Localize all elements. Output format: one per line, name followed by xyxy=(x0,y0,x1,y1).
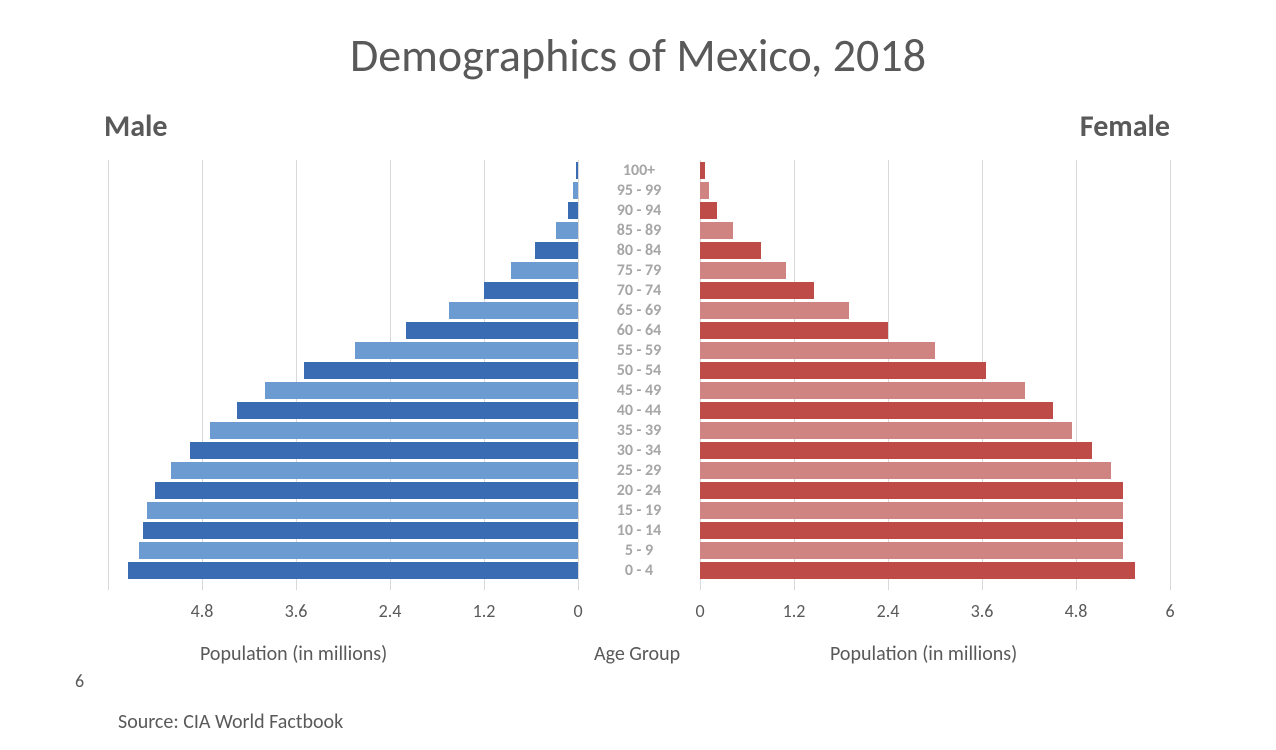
male-bar xyxy=(190,442,578,459)
age-group-label: 85 - 89 xyxy=(578,223,700,239)
male-label: Male xyxy=(104,108,168,145)
female-bar xyxy=(700,542,1123,559)
stray-six-label: 6 xyxy=(75,670,84,692)
female-bar xyxy=(700,442,1092,459)
age-group-label: 15 - 19 xyxy=(578,503,700,519)
age-group-label: 70 - 74 xyxy=(578,283,700,299)
male-bar xyxy=(449,302,578,319)
male-bar xyxy=(171,462,578,479)
female-bar xyxy=(700,462,1111,479)
x-tick-label-right: 3.6 xyxy=(971,600,994,622)
female-bar xyxy=(700,162,705,179)
x-tick-label-left: 1.2 xyxy=(473,600,496,622)
age-group-label: 75 - 79 xyxy=(578,263,700,279)
age-group-label: 80 - 84 xyxy=(578,243,700,259)
female-bar xyxy=(700,422,1072,439)
age-group-label: 90 - 94 xyxy=(578,203,700,219)
gridline xyxy=(1170,160,1171,590)
male-bar xyxy=(237,402,578,419)
age-group-label: 35 - 39 xyxy=(578,423,700,439)
male-bar xyxy=(535,242,578,259)
age-group-label: 20 - 24 xyxy=(578,483,700,499)
age-group-label: 65 - 69 xyxy=(578,303,700,319)
female-bar xyxy=(700,262,786,279)
female-bar xyxy=(700,482,1123,499)
male-bar xyxy=(147,502,578,519)
right-axis-label: Population (in millions) xyxy=(830,642,1017,666)
male-bar xyxy=(355,342,578,359)
x-tick-label-right: 4.8 xyxy=(1065,600,1088,622)
age-group-label: 60 - 64 xyxy=(578,323,700,339)
page-title: Demographics of Mexico, 2018 xyxy=(0,0,1276,84)
x-tick-label-left: 3.6 xyxy=(285,600,308,622)
age-group-label: 10 - 14 xyxy=(578,523,700,539)
male-bar xyxy=(568,202,578,219)
male-bar xyxy=(128,562,578,579)
female-bar xyxy=(700,202,717,219)
male-bar xyxy=(265,382,578,399)
x-tick-label-right: 6 xyxy=(1165,600,1174,622)
male-bar xyxy=(210,422,578,439)
population-pyramid-chart: 100+ 95 - 99 90 - 94 85 - 89 80 - 84 75 - 79 7… xyxy=(0,160,1276,590)
age-group-label: 25 - 29 xyxy=(578,463,700,479)
x-tick-label-right: 1.2 xyxy=(783,600,806,622)
age-group-label: 5 - 9 xyxy=(578,543,700,559)
male-bar xyxy=(304,362,578,379)
female-label: Female xyxy=(1080,108,1170,145)
age-group-label: 50 - 54 xyxy=(578,363,700,379)
x-tick-label-left: 0 xyxy=(573,600,582,622)
male-bar xyxy=(143,522,578,539)
source-label: Source: CIA World Factbook xyxy=(118,710,343,734)
female-bar xyxy=(700,562,1135,579)
x-tick-label-left: 4.8 xyxy=(191,600,214,622)
male-bar xyxy=(511,262,578,279)
male-bar xyxy=(139,542,578,559)
x-tick-label-right: 2.4 xyxy=(877,600,900,622)
female-bar xyxy=(700,502,1123,519)
female-bar xyxy=(700,362,986,379)
age-group-labels: 100+ 95 - 99 90 - 94 85 - 89 80 - 84 75 - 79 7… xyxy=(578,160,700,590)
left-axis-label: Population (in millions) xyxy=(200,642,387,666)
male-bar xyxy=(406,322,578,339)
center-axis-label: Age Group xyxy=(594,642,680,666)
female-bar xyxy=(700,182,709,199)
female-bar xyxy=(700,282,814,299)
female-bar xyxy=(700,222,733,239)
female-bar xyxy=(700,402,1053,419)
male-bar xyxy=(484,282,578,299)
female-bar xyxy=(700,242,761,259)
age-group-label: 45 - 49 xyxy=(578,383,700,399)
gridline xyxy=(108,160,109,590)
x-tick-label-left: 2.4 xyxy=(379,600,402,622)
age-group-label: 0 - 4 xyxy=(578,563,700,579)
female-bar xyxy=(700,382,1025,399)
male-panel xyxy=(108,160,578,590)
female-bar xyxy=(700,522,1123,539)
male-bar xyxy=(556,222,578,239)
male-bar xyxy=(155,482,578,499)
age-group-label: 95 - 99 xyxy=(578,183,700,199)
female-bar xyxy=(700,342,935,359)
age-group-label: 55 - 59 xyxy=(578,343,700,359)
age-group-label: 30 - 34 xyxy=(578,443,700,459)
age-group-label: 100+ xyxy=(578,163,700,179)
female-bar xyxy=(700,302,849,319)
female-bar xyxy=(700,322,888,339)
age-group-label: 40 - 44 xyxy=(578,403,700,419)
female-panel xyxy=(700,160,1170,590)
x-tick-label-right: 0 xyxy=(695,600,704,622)
